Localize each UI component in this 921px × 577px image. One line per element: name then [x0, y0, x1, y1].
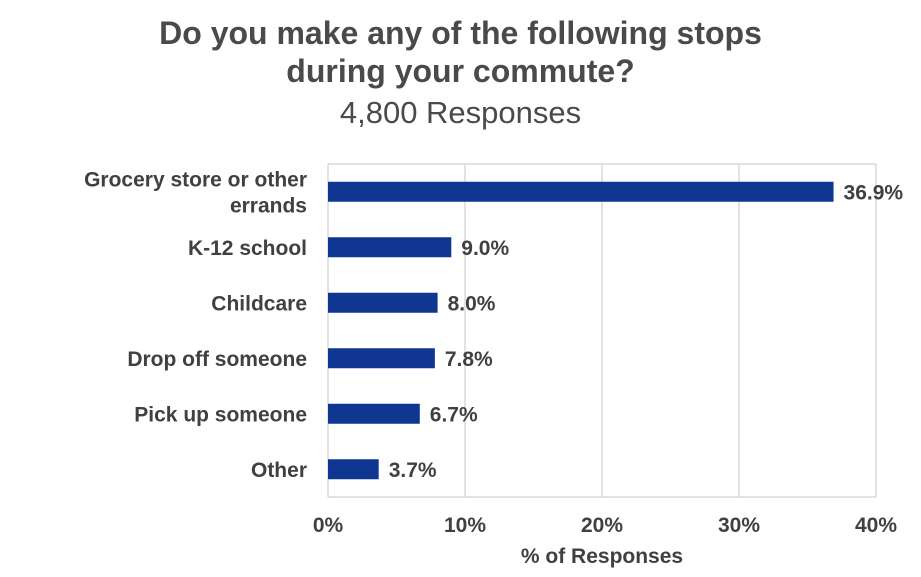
category-label-0-line-0: Grocery store or other: [84, 168, 307, 191]
x-tick-3: 30%: [718, 514, 760, 537]
category-label-5: Other: [251, 459, 307, 482]
category-label-2: Childcare: [211, 292, 307, 315]
gridlines: [327, 163, 877, 498]
bar-4: [328, 403, 420, 424]
category-label-4-line-0: Pick up someone: [134, 403, 307, 426]
bar-0: [328, 181, 834, 202]
category-labels: Grocery store or other errands K-12 school…: [84, 168, 307, 482]
chart-title: Do you make any of the following stops d…: [0, 14, 921, 90]
x-tick-4: 40%: [855, 514, 897, 537]
bar-2: [328, 292, 438, 313]
bar-5: [328, 459, 379, 480]
category-label-3: Drop off someone: [127, 348, 307, 371]
x-axis-label: % of Responses: [521, 545, 683, 568]
value-label-3: 7.8%: [445, 348, 493, 371]
chart-title-line-1: Do you make any of the following stops: [159, 15, 762, 51]
value-label-1: 9.0%: [461, 237, 509, 260]
x-tick-0: 0%: [313, 514, 344, 537]
category-label-1-line-0: K-12 school: [188, 237, 307, 260]
category-label-0: Grocery store or other errands: [84, 168, 307, 217]
bar-1: [328, 237, 452, 258]
category-label-0-line-1: errands: [230, 194, 307, 217]
bars: [328, 181, 834, 480]
category-label-4: Pick up someone: [134, 403, 307, 426]
value-label-4: 6.7%: [430, 403, 478, 426]
category-label-5-line-0: Other: [251, 459, 307, 482]
category-label-3-line-0: Drop off someone: [127, 348, 307, 371]
category-label-2-line-0: Childcare: [211, 292, 307, 315]
chart-title-line-2: during your commute?: [286, 53, 635, 89]
chart-subtitle: 4,800 Responses: [339, 95, 582, 130]
value-label-2: 8.0%: [448, 292, 496, 315]
value-labels: 36.9% 9.0% 8.0% 7.8% 6.7% 3.7%: [389, 181, 904, 482]
x-tick-2: 20%: [581, 514, 623, 537]
bar-3: [328, 348, 435, 369]
x-tick-1: 10%: [444, 514, 486, 537]
category-label-1: K-12 school: [188, 237, 307, 260]
value-label-5: 3.7%: [389, 459, 437, 482]
value-label-0: 36.9%: [844, 181, 904, 204]
x-tick-labels: 0% 10% 20% 30% 40%: [313, 514, 898, 537]
